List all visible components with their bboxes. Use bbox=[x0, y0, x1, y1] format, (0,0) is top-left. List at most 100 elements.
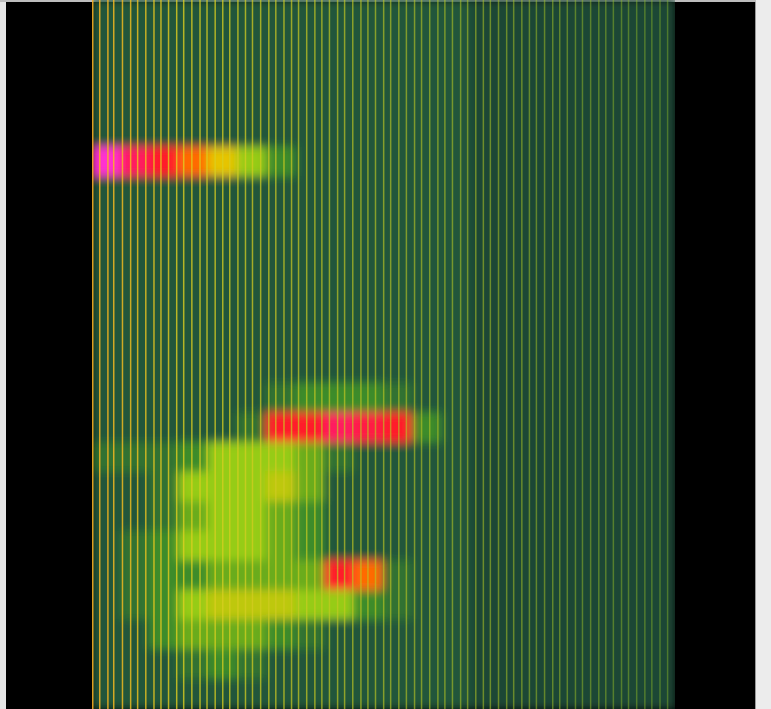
heatmap-cell bbox=[266, 501, 297, 533]
heatmap-cell bbox=[470, 294, 501, 326]
heatmap-cell bbox=[92, 324, 122, 356]
heatmap-cell bbox=[470, 58, 501, 90]
tone-line bbox=[667, 0, 669, 709]
window-border-line bbox=[755, 0, 756, 709]
heatmap-cell bbox=[266, 590, 297, 622]
heatmap-cell bbox=[616, 88, 647, 120]
heatmap-cell bbox=[353, 324, 384, 356]
heatmap-cell bbox=[92, 147, 122, 179]
tone-line bbox=[145, 0, 147, 709]
heatmap-cell bbox=[616, 265, 647, 297]
heatmap-cell bbox=[616, 413, 647, 445]
tone-line bbox=[390, 0, 392, 709]
heatmap-cell bbox=[470, 590, 501, 622]
heatmap-cell bbox=[120, 472, 151, 504]
tone-line bbox=[582, 0, 584, 709]
heatmap-cell bbox=[120, 206, 151, 238]
heatmap-cell bbox=[499, 531, 530, 563]
heatmap-cell bbox=[499, 590, 530, 622]
heatmap-cell bbox=[92, 0, 122, 31]
heatmap-cell bbox=[616, 531, 647, 563]
plot-area bbox=[92, 0, 675, 709]
heatmap-cell bbox=[353, 294, 384, 326]
heatmap-cell bbox=[92, 442, 122, 474]
tone-line bbox=[483, 0, 485, 709]
heatmap-cell bbox=[616, 117, 647, 149]
heatmap-cell bbox=[353, 472, 384, 504]
tone-line bbox=[590, 0, 592, 709]
heatmap-cell bbox=[616, 235, 647, 267]
heatmap-cell bbox=[266, 619, 297, 651]
heatmap-cell bbox=[470, 383, 501, 415]
heatmap-cell bbox=[616, 294, 647, 326]
heatmap-cell bbox=[616, 0, 647, 31]
heatmap-cell bbox=[120, 590, 151, 622]
heatmap-cell bbox=[120, 619, 151, 651]
heatmap-cell bbox=[266, 0, 297, 31]
heatmap-cell bbox=[499, 206, 530, 238]
heatmap-cell bbox=[616, 29, 647, 61]
heatmap-cell bbox=[557, 649, 588, 681]
heatmap-cell bbox=[557, 324, 588, 356]
tone-line bbox=[160, 0, 162, 709]
heatmap-cell bbox=[353, 413, 384, 445]
heatmap-cell bbox=[470, 324, 501, 356]
tone-line bbox=[575, 0, 577, 709]
heatmap-cell bbox=[266, 649, 297, 681]
heatmap-cell bbox=[353, 442, 384, 474]
heatmap-cell bbox=[353, 383, 384, 415]
tone-line bbox=[245, 0, 247, 709]
heatmap-cell bbox=[499, 117, 530, 149]
heatmap-cell bbox=[353, 649, 384, 681]
tone-line bbox=[628, 0, 630, 709]
heatmap-cell bbox=[616, 590, 647, 622]
heatmap-cell bbox=[266, 206, 297, 238]
heatmap-cell bbox=[92, 619, 122, 651]
tone-line bbox=[513, 0, 515, 709]
heatmap-cell bbox=[499, 294, 530, 326]
heatmap-cell bbox=[353, 354, 384, 386]
heatmap-cell bbox=[353, 619, 384, 651]
heatmap-cell bbox=[470, 176, 501, 208]
tone-line bbox=[306, 0, 308, 709]
heatmap-cell bbox=[120, 88, 151, 120]
heatmap-cell bbox=[120, 560, 151, 592]
tone-line bbox=[651, 0, 653, 709]
heatmap-cell bbox=[470, 147, 501, 179]
heatmap-cell bbox=[120, 29, 151, 61]
heatmap-cell bbox=[120, 58, 151, 90]
tone-line bbox=[452, 0, 454, 709]
tone-line bbox=[268, 0, 270, 709]
tone-line bbox=[490, 0, 492, 709]
heatmap-cell bbox=[557, 176, 588, 208]
tone-line bbox=[406, 0, 408, 709]
tone-line bbox=[107, 0, 109, 709]
heatmap-cell bbox=[120, 442, 151, 474]
heatmap-cell bbox=[92, 678, 122, 709]
heatmap-cell bbox=[499, 560, 530, 592]
tone-line bbox=[291, 0, 293, 709]
heatmap-cell bbox=[92, 590, 122, 622]
spectrogram-canvas bbox=[0, 0, 771, 709]
tone-line bbox=[130, 0, 132, 709]
tone-line bbox=[344, 0, 346, 709]
heatmap-cell bbox=[266, 442, 297, 474]
heatmap-cell bbox=[499, 324, 530, 356]
heatmap-cell bbox=[266, 354, 297, 386]
heatmap-cell bbox=[557, 442, 588, 474]
tone-line bbox=[92, 0, 94, 709]
heatmap-cell bbox=[266, 235, 297, 267]
heatmap-cell bbox=[353, 58, 384, 90]
heatmap-cell bbox=[557, 29, 588, 61]
heatmap-cell bbox=[92, 29, 122, 61]
heatmap-cell bbox=[557, 590, 588, 622]
window-border bbox=[0, 0, 6, 709]
tone-line bbox=[329, 0, 331, 709]
heatmap-cell bbox=[557, 560, 588, 592]
heatmap-cell bbox=[92, 206, 122, 238]
heatmap-cell bbox=[266, 560, 297, 592]
tone-line bbox=[137, 0, 139, 709]
heatmap-cell bbox=[499, 619, 530, 651]
heatmap-cell bbox=[616, 442, 647, 474]
heatmap-cell bbox=[266, 383, 297, 415]
